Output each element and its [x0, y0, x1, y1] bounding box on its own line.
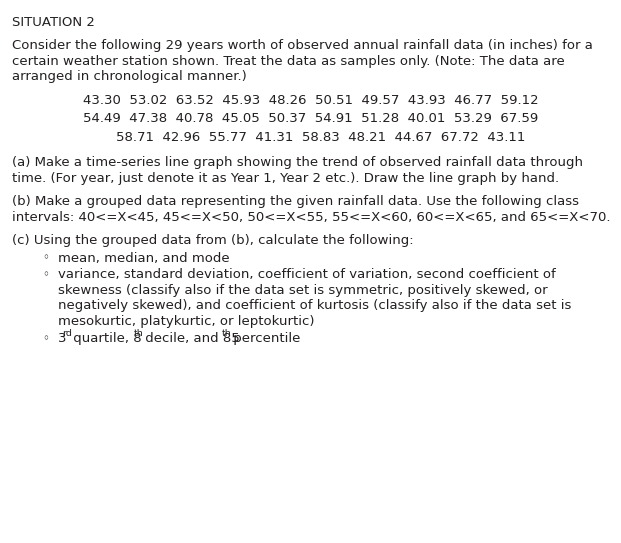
Text: Consider the following 29 years worth of observed annual rainfall data (in inche: Consider the following 29 years worth of… — [12, 39, 593, 52]
Text: certain weather station shown. Treat the data as samples only. (Note: The data a: certain weather station shown. Treat the… — [12, 55, 564, 68]
Text: intervals: 40<=X<45, 45<=X<50, 50<=X<55, 55<=X<60, 60<=X<65, and 65<=X<70.: intervals: 40<=X<45, 45<=X<50, 50<=X<55,… — [12, 211, 610, 224]
Text: 3: 3 — [58, 332, 66, 345]
Text: th: th — [222, 329, 232, 338]
Text: arranged in chronological manner.): arranged in chronological manner.) — [12, 70, 247, 83]
Text: time. (For year, just denote it as Year 1, Year 2 etc.). Draw the line graph by : time. (For year, just denote it as Year … — [12, 172, 559, 185]
Text: SITUATION 2: SITUATION 2 — [12, 16, 95, 29]
Text: 43.30  53.02  63.52  45.93  48.26  50.51  49.57  43.93  46.77  59.12: 43.30 53.02 63.52 45.93 48.26 50.51 49.5… — [83, 93, 538, 106]
Text: mesokurtic, platykurtic, or leptokurtic): mesokurtic, platykurtic, or leptokurtic) — [58, 314, 314, 327]
Text: decile, and 85: decile, and 85 — [142, 332, 240, 345]
Text: percentile: percentile — [229, 332, 301, 345]
Text: (a) Make a time-series line graph showing the trend of observed rainfall data th: (a) Make a time-series line graph showin… — [12, 156, 583, 169]
Text: th: th — [134, 329, 143, 338]
Text: ◦: ◦ — [42, 268, 49, 281]
Text: rd: rd — [61, 329, 71, 338]
Text: (b) Make a grouped data representing the given rainfall data. Use the following : (b) Make a grouped data representing the… — [12, 195, 579, 208]
Text: (c) Using the grouped data from (b), calculate the following:: (c) Using the grouped data from (b), cal… — [12, 234, 414, 247]
Text: ◦: ◦ — [42, 251, 49, 264]
Text: ◦: ◦ — [42, 332, 49, 345]
Text: 58.71  42.96  55.77  41.31  58.83  48.21  44.67  67.72  43.11: 58.71 42.96 55.77 41.31 58.83 48.21 44.6… — [116, 131, 525, 144]
Text: quartile, 8: quartile, 8 — [70, 332, 142, 345]
Text: mean, median, and mode: mean, median, and mode — [58, 251, 230, 264]
Text: 54.49  47.38  40.78  45.05  50.37  54.91  51.28  40.01  53.29  67.59: 54.49 47.38 40.78 45.05 50.37 54.91 51.2… — [83, 112, 538, 125]
Text: skewness (classify also if the data set is symmetric, positively skewed, or: skewness (classify also if the data set … — [58, 283, 548, 296]
Text: negatively skewed), and coefficient of kurtosis (classify also if the data set i: negatively skewed), and coefficient of k… — [58, 299, 571, 312]
Text: variance, standard deviation, coefficient of variation, second coefficient of: variance, standard deviation, coefficien… — [58, 268, 556, 281]
